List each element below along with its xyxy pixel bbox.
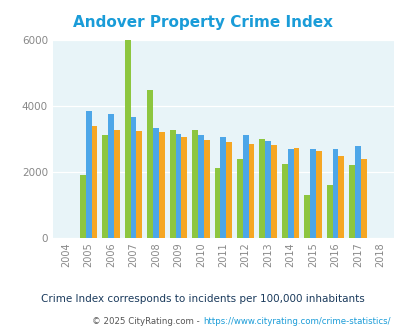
Bar bbox=[315, 151, 321, 238]
Bar bbox=[153, 128, 158, 238]
Bar bbox=[304, 195, 309, 238]
Bar bbox=[293, 148, 298, 238]
Bar bbox=[360, 159, 366, 238]
Bar bbox=[114, 130, 119, 238]
Bar bbox=[80, 175, 85, 238]
Bar bbox=[102, 135, 108, 238]
Bar bbox=[203, 140, 209, 238]
Bar bbox=[309, 149, 315, 238]
Bar bbox=[287, 149, 293, 238]
Bar bbox=[192, 130, 198, 238]
Bar bbox=[136, 131, 142, 238]
Bar bbox=[259, 139, 264, 238]
Text: Crime Index corresponds to incidents per 100,000 inhabitants: Crime Index corresponds to incidents per… bbox=[41, 294, 364, 304]
Bar bbox=[271, 145, 276, 238]
Bar bbox=[181, 137, 187, 238]
Bar bbox=[175, 134, 181, 238]
Bar bbox=[147, 90, 153, 238]
Bar bbox=[169, 130, 175, 238]
Bar bbox=[108, 114, 114, 238]
Bar bbox=[92, 126, 97, 238]
Bar bbox=[220, 137, 226, 238]
Bar bbox=[198, 135, 203, 238]
Text: Andover Property Crime Index: Andover Property Crime Index bbox=[73, 15, 332, 30]
Bar bbox=[85, 111, 92, 238]
Bar bbox=[348, 165, 354, 238]
Bar bbox=[354, 146, 360, 238]
Bar bbox=[124, 40, 130, 238]
Bar bbox=[242, 135, 248, 238]
Bar bbox=[130, 117, 136, 238]
Bar bbox=[237, 159, 242, 238]
Bar bbox=[281, 164, 287, 238]
Bar bbox=[248, 144, 254, 238]
Text: © 2025 CityRating.com -: © 2025 CityRating.com - bbox=[92, 317, 202, 326]
Bar bbox=[226, 142, 232, 238]
Bar bbox=[326, 185, 332, 238]
Bar bbox=[158, 132, 164, 238]
Bar bbox=[332, 149, 338, 238]
Bar bbox=[214, 168, 220, 238]
Bar bbox=[264, 141, 271, 238]
Bar bbox=[337, 156, 343, 238]
Text: https://www.cityrating.com/crime-statistics/: https://www.cityrating.com/crime-statist… bbox=[202, 317, 390, 326]
